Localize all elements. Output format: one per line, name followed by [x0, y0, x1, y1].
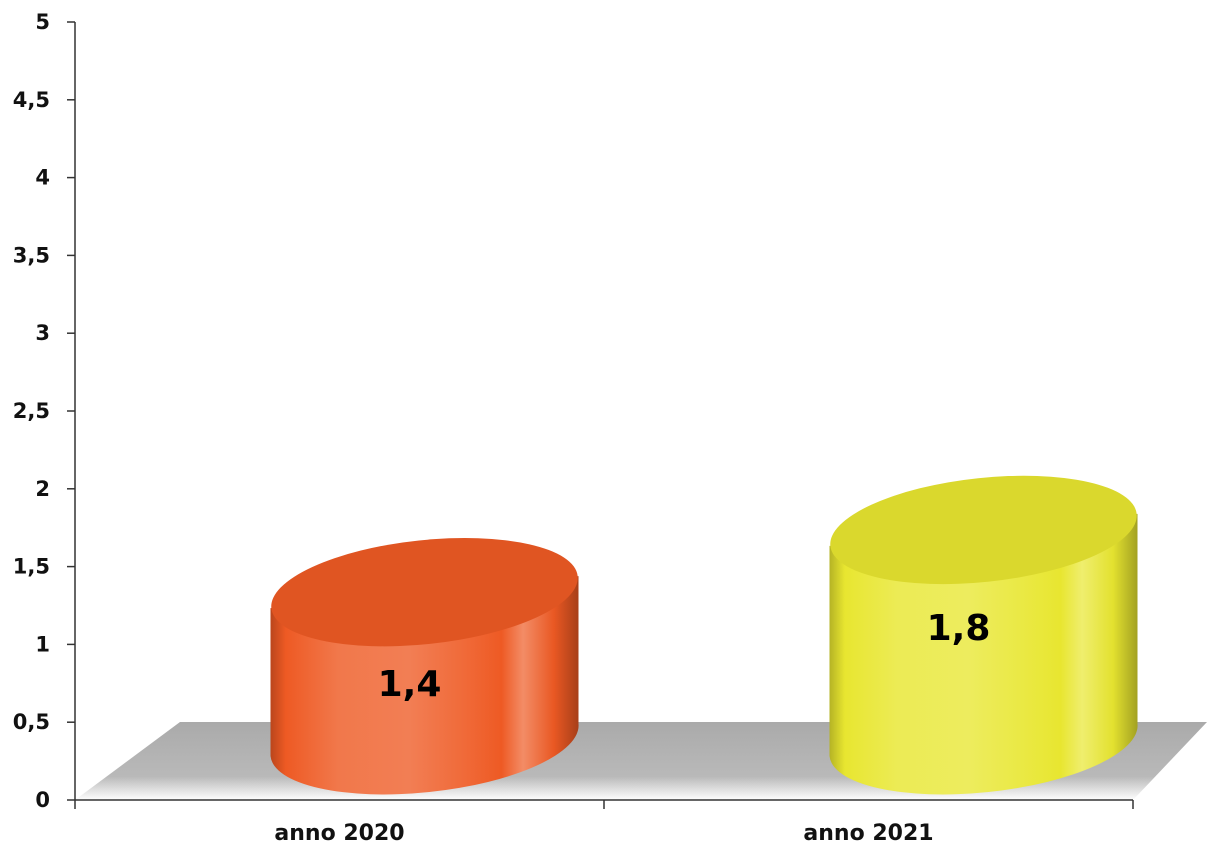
y-tick-label: 1,5 [13, 555, 50, 579]
x-tick-labels: anno 2020 anno 2021 [274, 821, 933, 846]
y-tick-label: 1 [35, 632, 50, 656]
data-label: 1,8 [927, 608, 991, 649]
y-tick-label: 3,5 [13, 243, 50, 267]
y-tick-label: 0,5 [13, 710, 50, 734]
bar-body [829, 513, 1138, 795]
y-tick-label: 3 [35, 321, 50, 345]
x-tick-label: anno 2020 [274, 821, 404, 846]
x-tick-label: anno 2021 [803, 821, 933, 846]
y-tick-label: 5 [35, 10, 50, 34]
y-tick-label: 4,5 [13, 88, 50, 112]
bar-top [271, 537, 578, 647]
y-tick-label: 4 [35, 166, 50, 190]
y-tick-label: 2 [35, 477, 50, 501]
y-tick-label: 2,5 [13, 399, 50, 423]
y-tick-label: 0 [35, 788, 50, 812]
bar-anno-2020 [270, 537, 579, 795]
data-label: 1,4 [378, 664, 442, 705]
y-ticks: 0 0,5 1 1,5 2 2,5 3 3,5 4 4,5 5 [13, 10, 75, 812]
bar-top [830, 475, 1137, 585]
bar-anno-2021 [829, 475, 1138, 795]
bars-layer [270, 475, 1138, 795]
data-labels: 1,4 1,8 [378, 608, 991, 705]
